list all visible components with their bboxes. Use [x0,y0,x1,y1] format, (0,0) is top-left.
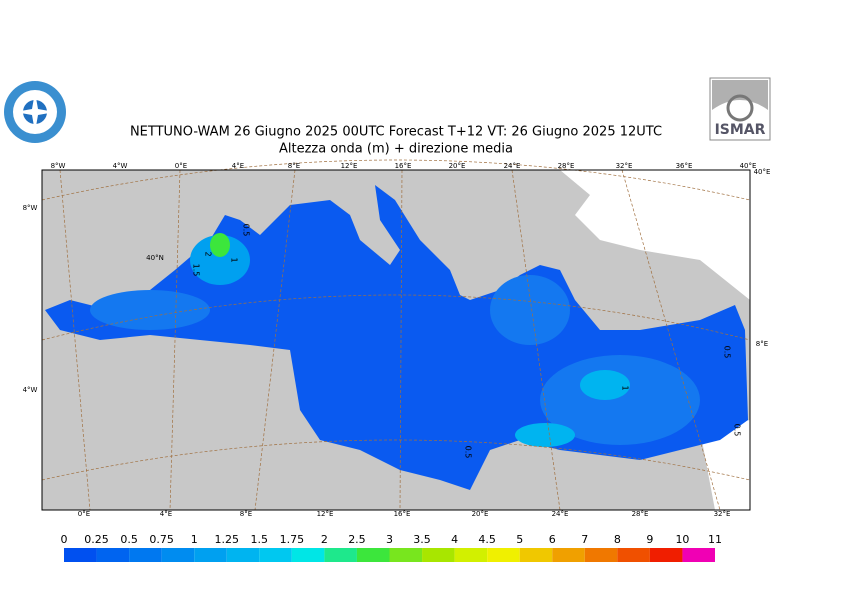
legend-swatch [454,548,488,562]
legend-label: 0.5 [120,533,138,546]
legend-swatch [161,548,195,562]
graticule-label: 8°W [51,162,66,170]
legend-swatch [96,548,130,562]
legend-swatch [682,548,715,562]
contour-label: 1 [230,257,239,262]
legend-label: 3.5 [413,533,431,546]
graticule-label: 28°E [558,162,575,170]
contour-label: 0.5 [242,224,251,237]
legend-swatch [64,548,97,562]
logo-left [4,81,66,143]
legend-label: 1 [191,533,198,546]
legend-swatch [617,548,650,562]
legend-label: 7 [581,533,588,546]
graticule-label: 8°W [23,204,38,212]
graticule-label: 32°E [714,510,731,518]
graticule-label: 12°E [317,510,334,518]
legend-label: 0.75 [149,533,174,546]
legend-label: 8 [614,533,621,546]
graticule-label: 8°E [288,162,300,170]
graticule-label: 32°E [616,162,633,170]
graticule-label: 16°E [394,510,411,518]
contour-label: 0.5 [723,346,732,359]
graticule-label: 24°E [552,510,569,518]
graticule-label: 40°E [754,168,771,176]
legend-swatch [649,548,683,562]
legend-label: 0.25 [84,533,109,546]
legend-swatch [584,548,618,562]
legend-swatch [552,548,585,562]
legend-swatch [291,548,325,562]
graticule-label: 20°E [449,162,466,170]
legend-swatch [519,548,553,562]
legend-swatch [487,548,520,562]
graticule-label: 24°E [504,162,521,170]
legend-label: 4 [451,533,458,546]
title: NETTUNO-WAM 26 Giugno 2025 00UTC Forecas… [130,125,662,140]
legend-label: 3 [386,533,393,546]
legend-swatch [422,548,455,562]
legend-label: 10 [675,533,689,546]
legend-label: 1.75 [280,533,305,546]
map [41,159,751,511]
legend-swatch [356,548,390,562]
legend-swatch [324,548,357,562]
contour-label: 2 [204,251,213,256]
graticule-label: 0°E [78,510,90,518]
legend-label: 1.25 [215,533,240,546]
contour-label: 0.5 [464,446,473,459]
logo-right: ISMAR [709,77,771,141]
graticule-label: 4°E [232,162,244,170]
graticule-label: 0°E [175,162,187,170]
legend-label: 11 [708,533,722,546]
legend-swatch [129,548,162,562]
legend-label: 2.5 [348,533,366,546]
graticule-label: 12°E [341,162,358,170]
graticule-label: 4°W [113,162,128,170]
legend-label: 9 [646,533,653,546]
subtitle: Altezza onda (m) + direzione media [279,142,513,157]
legend-label: 6 [549,533,556,546]
legend-swatch [194,548,227,562]
contour-label: 1 [621,385,630,390]
graticule-label: 4°E [160,510,172,518]
legend-swatch [259,548,292,562]
graticule-label: 36°E [676,162,693,170]
logo-text: ISMAR [715,122,766,138]
graticule-label: 8°E [756,340,768,348]
legend-label: 2 [321,533,328,546]
legend-swatch [389,548,423,562]
legend-swatch [226,548,260,562]
contour-label: 0.5 [733,424,742,437]
graticule-label: 40°E [740,162,757,170]
legend-label: 4.5 [478,533,496,546]
graticule-label: 16°E [395,162,412,170]
legend-label: 5 [516,533,523,546]
legend-label: 0 [61,533,68,546]
contour-label: 1.5 [192,264,201,277]
graticule-label: 28°E [632,510,649,518]
graticule-label: 8°E [240,510,252,518]
graticule-label: 20°E [472,510,489,518]
graticule-label: 4°W [23,386,38,394]
legend-label: 1.5 [251,533,269,546]
graticule-label: 40°N [146,254,164,262]
